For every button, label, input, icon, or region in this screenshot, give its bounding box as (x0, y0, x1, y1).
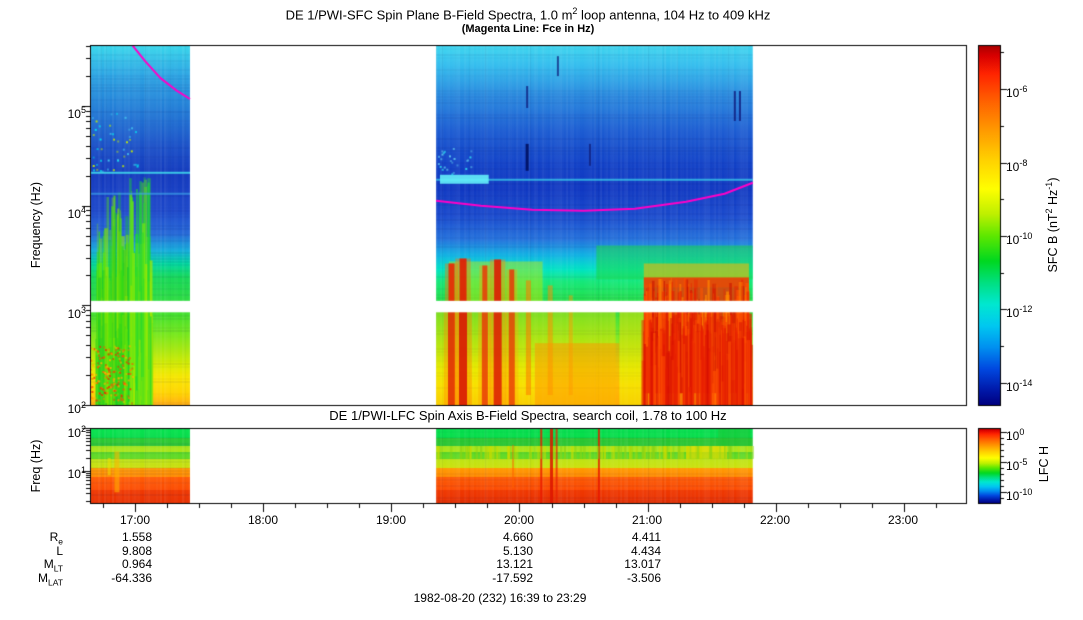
sfc-cbar-tick-1e-6: 10-6 (1006, 84, 1028, 100)
sfc-colorbar-label: SFC B (nT2 Hz-1) (1043, 177, 1061, 273)
row-label-mlt: MLT (43, 557, 63, 574)
value-l-17: 9.808 (121, 544, 152, 558)
sfc-cbar-tick-1e-10: 10-10 (1006, 231, 1033, 247)
value-re-21: 4.411 (631, 530, 661, 544)
time-label-22: 22:00 (759, 513, 791, 527)
time-label-18: 18:00 (247, 513, 279, 527)
time-label-19: 19:00 (375, 513, 407, 527)
sfc-title-text2: loop antenna, 104 Hz to 409 kHz (577, 7, 771, 23)
sfc-ytick-1e5: 105 (67, 105, 86, 121)
sfc-ylabel: Frequency (Hz) (29, 181, 43, 269)
sfc-cbar-tick-1e-14: 10-14 (1006, 378, 1033, 394)
value-l-21: 4.434 (630, 544, 661, 558)
value-mlt-17: 0.964 (121, 557, 152, 571)
row-label-mlat: MLAT (38, 571, 63, 588)
value-re-17: 1.558 (121, 530, 152, 544)
lfc-cbar-tick-1e-10: 10-10 (1006, 487, 1033, 503)
sfc-ytick-1e4: 104 (67, 205, 86, 221)
value-re-20: 4.660 (502, 530, 533, 544)
sfc-ytick-1e2: 102 (67, 400, 86, 416)
value-mlat-17: -64.336 (111, 571, 152, 585)
value-mlt-21: 13.017 (624, 557, 661, 571)
footer-caption: 1982-08-20 (232) 16:39 to 23:29 (413, 591, 587, 605)
time-label-23: 23:00 (887, 513, 919, 527)
sfc-cbar-tick-1e-8: 10-8 (1006, 158, 1028, 174)
lfc-ytick-1e2: 102 (67, 424, 86, 440)
sfc-cbar-tick-1e-12: 10-12 (1006, 304, 1033, 320)
lfc-colorbar-label: LFC H (1037, 445, 1051, 483)
sfc-title: DE 1/PWI-SFC Spin Plane B-Field Spectra,… (90, 6, 966, 22)
lfc-title: DE 1/PWI-LFC Spin Axis B-Field Spectra, … (329, 408, 727, 423)
value-mlat-21: -3.506 (626, 571, 661, 585)
value-mlat-20: -17.592 (492, 571, 533, 585)
lfc-cbar-tick-1e0: 100 (1006, 427, 1025, 443)
row-label-l: L (56, 544, 63, 558)
sfc-subtitle: (Magenta Line: Fce in Hz) (461, 23, 595, 35)
lfc-cbar-tick-1e-5: 10-5 (1006, 457, 1028, 473)
lfc-ytick-1e1: 101 (67, 465, 86, 481)
sfc-title-text: DE 1/PWI-SFC Spin Plane B-Field Spectra,… (285, 7, 573, 23)
row-label-re: Re (49, 530, 63, 547)
value-mlt-20: 13.121 (496, 557, 533, 571)
sfc-ytick-1e3: 103 (67, 305, 86, 321)
sfc-title-sup: 2 (572, 6, 578, 16)
time-label-20: 20:00 (503, 513, 535, 527)
time-label-21: 21:00 (631, 513, 663, 527)
time-label-17: 17:00 (119, 513, 151, 527)
value-l-20: 5.130 (502, 544, 533, 558)
